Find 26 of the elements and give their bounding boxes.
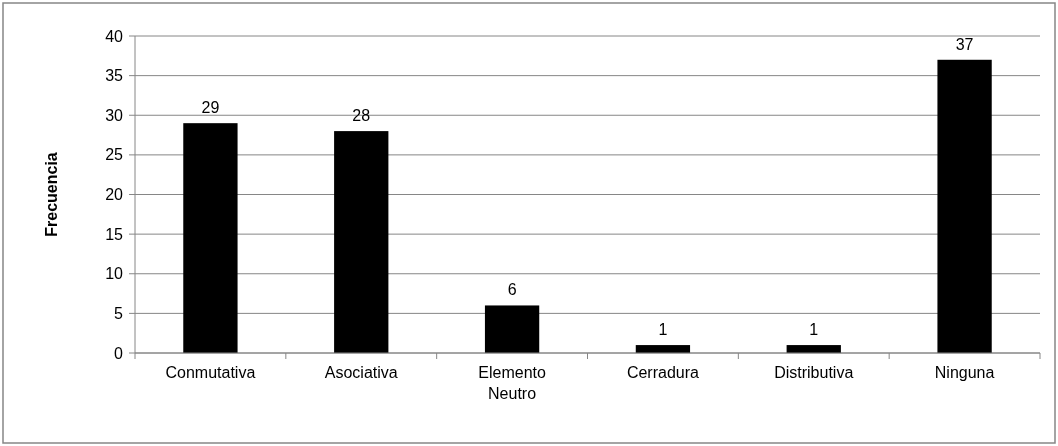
y-tick-label: 15 — [105, 225, 124, 243]
y-tick-label: 35 — [105, 67, 124, 85]
bar — [334, 131, 389, 353]
data-label: 6 — [507, 281, 517, 299]
data-label: 29 — [201, 99, 220, 117]
y-tick-label: 30 — [105, 106, 124, 124]
x-tick-label: Asociativa — [324, 364, 398, 381]
data-label: 1 — [658, 321, 668, 339]
data-label: 28 — [352, 107, 371, 125]
x-tick-label: Cerradura — [626, 364, 700, 381]
y-tick-label: 10 — [105, 265, 124, 283]
bar — [183, 123, 238, 353]
x-tick-label: Conmutativa — [165, 364, 256, 381]
y-tick-label: 0 — [114, 344, 124, 362]
bar — [937, 59, 992, 353]
x-tick-label: Distributiva — [774, 364, 854, 381]
bar — [484, 305, 540, 353]
data-label: 1 — [809, 321, 819, 339]
y-tick-label: 5 — [114, 304, 124, 322]
y-tick-label: 25 — [105, 146, 124, 164]
y-tick-label: 40 — [105, 27, 124, 45]
x-tick-label: Elemento Neutro — [478, 364, 546, 402]
data-label: 37 — [955, 35, 974, 53]
y-axis-title: Frecuencia — [43, 152, 60, 237]
y-tick-label: 20 — [105, 186, 124, 204]
x-tick-label: Ninguna — [934, 364, 995, 381]
